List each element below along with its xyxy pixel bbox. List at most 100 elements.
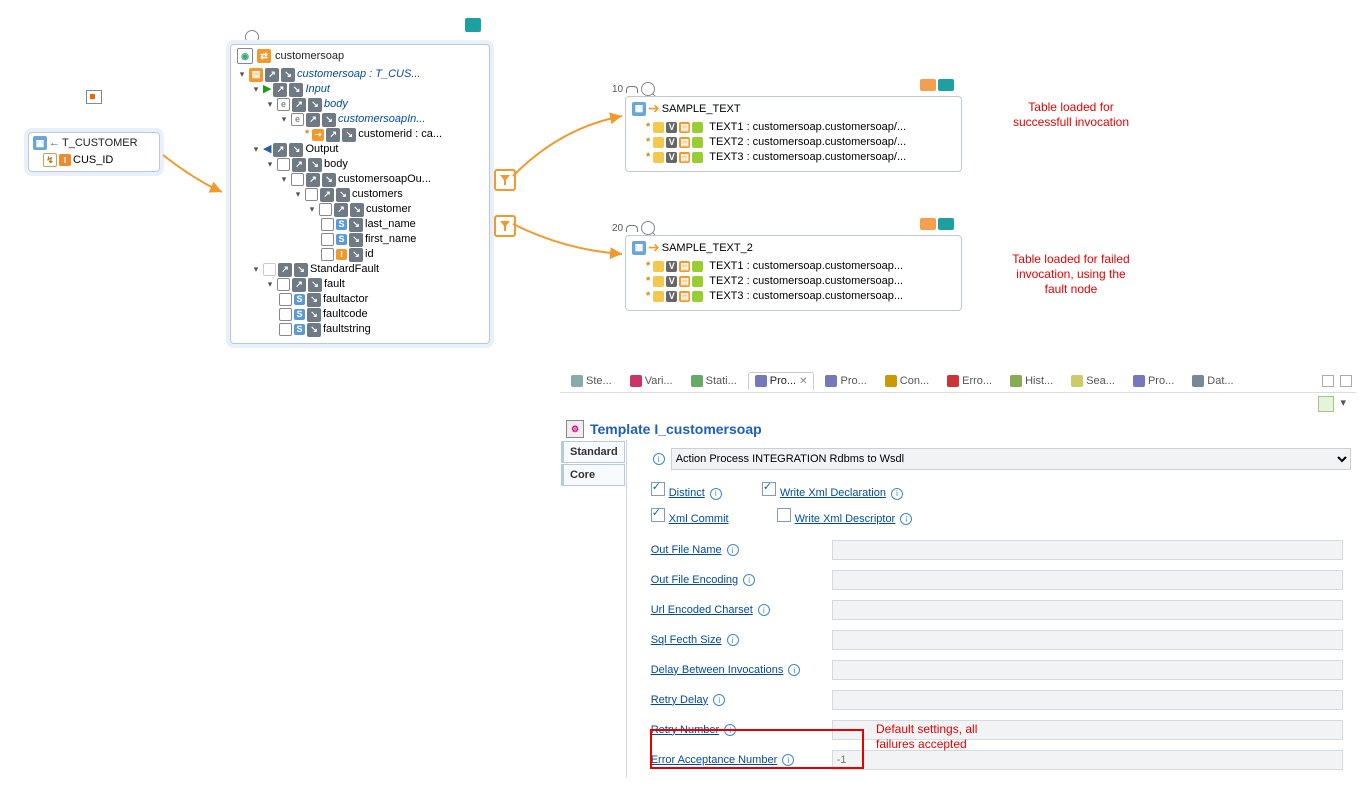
- field-label[interactable]: Retry Delay: [651, 694, 708, 706]
- faultactor-node[interactable]: faultactor: [323, 292, 368, 307]
- sample-text-panel[interactable]: ▦ ➔ SAMPLE_TEXT *V▤TEXT1 : customersoap.…: [625, 96, 962, 172]
- tab-ste[interactable]: Ste...: [564, 372, 619, 390]
- csin-node[interactable]: customersoapIn...: [338, 112, 425, 127]
- customerid-node[interactable]: customerid : ca...: [358, 127, 442, 142]
- tab-icon: [630, 375, 642, 387]
- body1-node[interactable]: body: [324, 97, 348, 112]
- field-input[interactable]: [832, 660, 1343, 680]
- field-label[interactable]: Sql Fecth Size: [651, 634, 722, 646]
- annot2-l3: fault node: [1045, 282, 1098, 296]
- sample-row[interactable]: TEXT2 : customersoap.customersoap...: [709, 274, 903, 289]
- tab-icon: [691, 375, 703, 387]
- map-icon: ▤: [679, 276, 690, 287]
- sample-row[interactable]: TEXT1 : customersoap.customersoap...: [709, 259, 903, 274]
- template-title: Template I_customersoap: [590, 421, 762, 437]
- tab-pro[interactable]: Pro...: [818, 372, 873, 390]
- v-icon: V: [666, 291, 677, 302]
- panel1-num: 10: [612, 84, 623, 95]
- magnifier-icon[interactable]: [641, 82, 655, 96]
- fault-node[interactable]: fault: [324, 277, 345, 292]
- v-icon: V: [666, 137, 677, 148]
- tab-dat[interactable]: Dat...: [1185, 372, 1240, 390]
- col-icon: [653, 122, 664, 133]
- sample-row[interactable]: TEXT3 : customersoap.customersoap/...: [709, 150, 906, 165]
- table-icon: ▦: [33, 136, 47, 150]
- sample-row[interactable]: TEXT2 : customersoap.customersoap/...: [709, 135, 906, 150]
- sample-row[interactable]: TEXT1 : customersoap.customersoap/...: [709, 120, 906, 135]
- distinct-checkbox[interactable]: [651, 482, 665, 496]
- field-input[interactable]: [832, 540, 1343, 560]
- firstname-node[interactable]: first_name: [365, 232, 416, 247]
- sample-text2-panel[interactable]: ▦ ➔ SAMPLE_TEXT_2 *V▤TEXT1 : customersoa…: [625, 235, 962, 311]
- field-input[interactable]: [832, 600, 1343, 620]
- minimize-icon[interactable]: [1322, 375, 1334, 387]
- action-process-select[interactable]: Action Process INTEGRATION Rdbms to Wsdl: [671, 448, 1351, 470]
- write-xml-decl-label[interactable]: Write Xml Declaration: [780, 487, 886, 499]
- field-label[interactable]: Url Encoded Charset: [651, 604, 753, 616]
- write-xml-desc-label[interactable]: Write Xml Descriptor: [795, 513, 896, 525]
- source-table-panel[interactable]: ▦ ← T_CUSTOMER ↯ I CUS_ID: [28, 132, 160, 172]
- field-label[interactable]: Delay Between Invocations: [651, 664, 784, 676]
- close-icon[interactable]: ✕: [799, 376, 807, 387]
- doc-icon[interactable]: [1318, 396, 1334, 412]
- field-input[interactable]: [832, 570, 1343, 590]
- field-input[interactable]: [832, 690, 1343, 710]
- sample-row[interactable]: TEXT3 : customersoap.customersoap...: [709, 289, 903, 304]
- customers-node[interactable]: customers: [352, 187, 403, 202]
- field-input[interactable]: [832, 750, 1343, 770]
- tab-icon: [885, 375, 897, 387]
- template-icon: ⚙: [566, 420, 584, 438]
- field-label[interactable]: Out File Encoding: [651, 574, 738, 586]
- type-icon: [692, 122, 703, 133]
- stdfault-node[interactable]: StandardFault: [310, 262, 379, 277]
- annot2-l1: Table loaded for failed: [1012, 252, 1129, 266]
- faultstring-node[interactable]: faultstring: [323, 322, 371, 337]
- tab-con[interactable]: Con...: [878, 372, 936, 390]
- sidebar-item-standard[interactable]: Standard: [561, 441, 625, 463]
- annot3-l2: failures accepted: [876, 737, 967, 751]
- input-node[interactable]: Input: [305, 82, 329, 97]
- magnifier-icon[interactable]: [245, 30, 259, 44]
- panel-title: customersoap: [275, 50, 344, 62]
- body2-node[interactable]: body: [324, 157, 348, 172]
- int-badge-icon: [938, 218, 954, 230]
- field-label[interactable]: Out File Name: [651, 544, 722, 556]
- type-icon: [692, 276, 703, 287]
- tab-pro[interactable]: Pro... ✕: [748, 372, 815, 390]
- maximize-icon[interactable]: [1340, 375, 1352, 387]
- table-icon: ▦: [632, 102, 646, 116]
- highlight-box: [650, 729, 864, 769]
- int-badge-icon: [465, 18, 481, 32]
- filter-icon[interactable]: [494, 169, 516, 191]
- type-icon: [692, 261, 703, 272]
- type-icon: [692, 291, 703, 302]
- tab-pro[interactable]: Pro...: [1126, 372, 1181, 390]
- customer-node[interactable]: customer: [366, 202, 411, 217]
- tab-erro[interactable]: Erro...: [940, 372, 999, 390]
- write-xml-decl-checkbox[interactable]: [762, 482, 776, 496]
- xml-commit-label[interactable]: Xml Commit: [669, 513, 729, 525]
- tab-sea[interactable]: Sea...: [1064, 372, 1122, 390]
- faultcode-node[interactable]: faultcode: [323, 307, 368, 322]
- map-icon: ▤: [679, 261, 690, 272]
- root-label[interactable]: customersoap : T_CUS...: [297, 67, 421, 82]
- write-xml-desc-checkbox[interactable]: [777, 508, 791, 522]
- distinct-label[interactable]: Distinct: [669, 487, 705, 499]
- sidebar-item-core[interactable]: Core: [561, 464, 625, 486]
- key-icon: ↯: [43, 153, 57, 167]
- tab-hist[interactable]: Hist...: [1003, 372, 1060, 390]
- field-input[interactable]: [832, 630, 1343, 650]
- output-node[interactable]: Output: [305, 142, 338, 157]
- customersoap-panel[interactable]: ◉ ⇄ customersoap ▾▤↗↘customersoap : T_CU…: [230, 44, 490, 344]
- filter-icon[interactable]: [494, 215, 516, 237]
- lastname-node[interactable]: last_name: [365, 217, 416, 232]
- col-icon: [653, 276, 664, 287]
- id-node[interactable]: id: [365, 247, 374, 262]
- xml-commit-checkbox[interactable]: [651, 508, 665, 522]
- type-icon: [692, 152, 703, 163]
- map-icon: ▤: [679, 137, 690, 148]
- csout-node[interactable]: customersoapOu...: [338, 172, 431, 187]
- tab-stati[interactable]: Stati...: [684, 372, 744, 390]
- magnifier-icon[interactable]: [641, 221, 655, 235]
- tab-vari[interactable]: Vari...: [623, 372, 680, 390]
